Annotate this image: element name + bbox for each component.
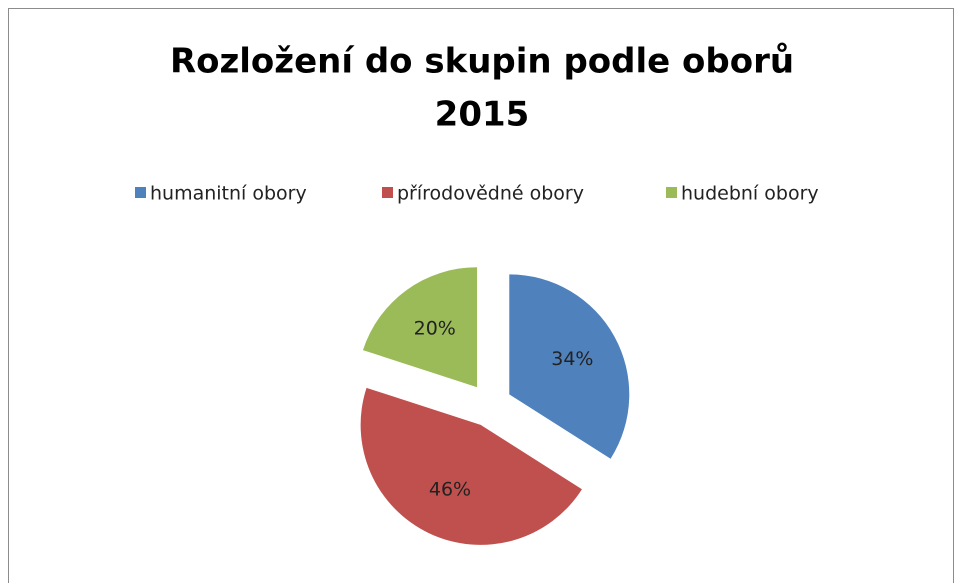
- data-label: 46%: [429, 479, 471, 501]
- data-label: 20%: [414, 317, 456, 339]
- chart-title: Rozložení do skupin podle oborů: [170, 42, 794, 82]
- legend-label: přírodovědné obory: [397, 183, 584, 205]
- pie-slice: [360, 387, 582, 545]
- legend-swatch: [382, 187, 393, 198]
- chart-title: 2015: [435, 95, 530, 135]
- legend-label: humanitní obory: [150, 183, 307, 205]
- pie-slice: [362, 267, 478, 388]
- legend-label: hudební obory: [681, 183, 819, 205]
- data-label: 34%: [551, 348, 593, 370]
- legend-swatch: [666, 187, 677, 198]
- legend-swatch: [135, 187, 146, 198]
- pie-slice: [509, 274, 630, 459]
